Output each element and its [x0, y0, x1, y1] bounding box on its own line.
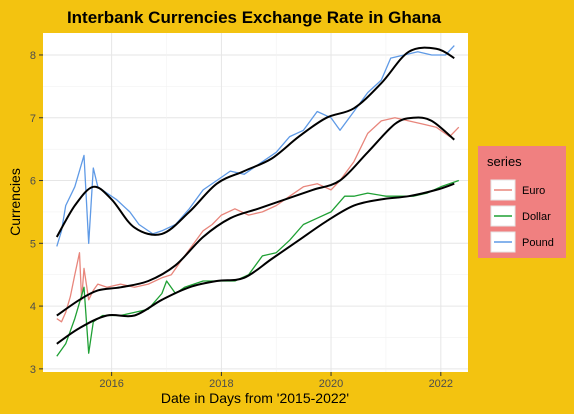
- trend-line-pound: [55, 46, 455, 238]
- chart-title: Interbank Currencies Exchange Rate in Gh…: [67, 8, 442, 27]
- smooth-trend-lines: [55, 46, 455, 345]
- legend-label-euro: Euro: [522, 185, 545, 197]
- series-line-pound: [56, 45, 455, 247]
- legend-label-dollar: Dollar: [522, 211, 551, 223]
- series-line-euro: [56, 117, 460, 323]
- y-tick-label: 5: [30, 238, 36, 250]
- x-axis-label: Date in Days from '2015-2022': [161, 390, 349, 406]
- trend-line-dollar: [56, 182, 455, 345]
- legend-items: Euro Dollar Pound: [490, 179, 554, 253]
- x-tick-label: 2018: [209, 378, 233, 390]
- y-tick-label: 7: [30, 113, 36, 125]
- y-tick-label: 8: [30, 50, 36, 62]
- legend: series Euro Dollar Pound: [478, 146, 566, 258]
- y-axis-ticks: 3 4 5 6 7 8: [30, 50, 43, 376]
- legend-title: series: [487, 154, 522, 169]
- y-tick-label: 3: [30, 364, 36, 376]
- legend-label-pound: Pound: [522, 237, 554, 249]
- trend-line-euro: [56, 116, 455, 317]
- y-axis-label: Currencies: [7, 168, 23, 236]
- grid-lines: [43, 33, 468, 372]
- plot-panel: [43, 33, 468, 372]
- x-tick-label: 2020: [319, 378, 343, 390]
- x-axis-ticks: 2016 2018 2020 2022: [99, 372, 453, 390]
- x-tick-label: 2022: [429, 378, 453, 390]
- x-tick-label: 2016: [99, 378, 123, 390]
- y-tick-label: 6: [30, 176, 36, 188]
- y-tick-label: 4: [30, 301, 36, 313]
